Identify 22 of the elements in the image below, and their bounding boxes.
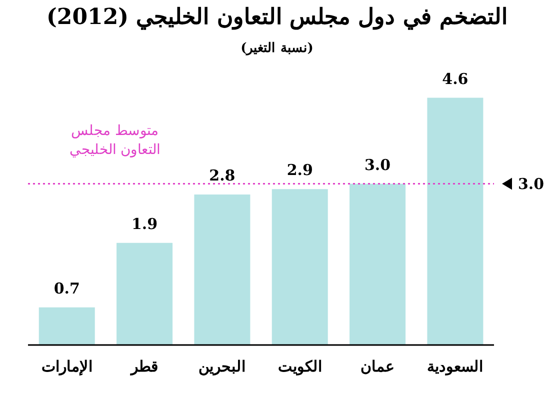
chart-subtitle: (نسبة التغير) [240, 40, 314, 56]
x-tick-label: السعودية [427, 358, 484, 376]
x-tick-label: الكويت [278, 358, 322, 376]
data-label: 2.9 [286, 161, 313, 180]
annotation: متوسط مجلس التعاون الخليجي [68, 122, 162, 160]
bar [38, 307, 95, 345]
x-tick-label: الإمارات [41, 358, 92, 376]
bar [350, 184, 406, 345]
data-label: 3.0 [364, 156, 391, 174]
bar [272, 189, 328, 345]
bar [116, 242, 173, 345]
x-tick-label: قطر [130, 358, 158, 376]
x-tick-label: عمان [360, 358, 394, 376]
chart-title: التضخم في دول مجلس التعاون الخليجي (2012) [45, 4, 509, 30]
x-tick-label: البحرين [198, 358, 246, 376]
data-label: 0.7 [54, 279, 80, 298]
bar [427, 98, 484, 345]
bar [194, 194, 250, 345]
ref-line-label: 3.0 [518, 174, 544, 193]
data-label: 2.8 [209, 166, 236, 185]
data-label: 4.6 [442, 70, 468, 88]
data-label: 1.9 [131, 214, 158, 233]
